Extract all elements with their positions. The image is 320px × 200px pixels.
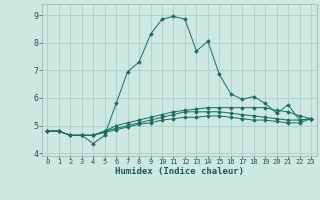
X-axis label: Humidex (Indice chaleur): Humidex (Indice chaleur) [115, 167, 244, 176]
